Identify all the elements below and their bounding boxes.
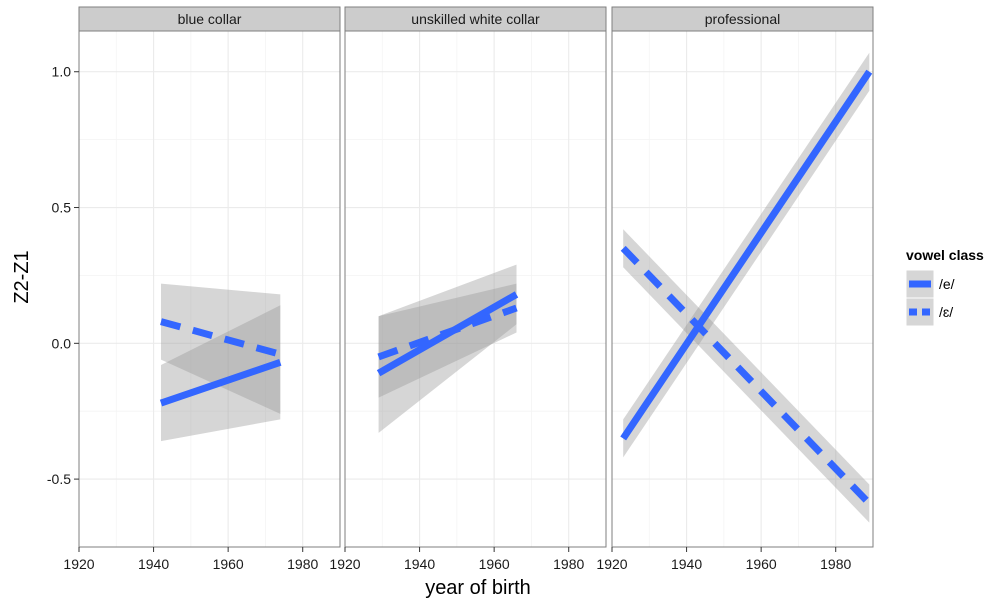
facet-strip-label: unskilled white collar: [411, 11, 540, 27]
y-axis-title: Z2-Z1: [11, 250, 33, 303]
x-tick-label: 1920: [63, 556, 94, 572]
panel-content: [79, 31, 340, 547]
fit-line-epsilon: [620, 245, 872, 506]
legend-label: /ɛ/: [939, 304, 953, 320]
facet-panel-1: blue collar: [78, 6, 341, 548]
x-tick-label: 1940: [138, 556, 169, 572]
x-tick-label: 1940: [404, 556, 435, 572]
fit-line-e: [620, 69, 873, 441]
legend-label: /e/: [939, 276, 955, 292]
x-tick-label: 1920: [329, 556, 360, 572]
panel-border: [611, 30, 874, 548]
facet-panel-3: professional: [611, 6, 874, 548]
x-tick-label: 1980: [553, 556, 584, 572]
legend: vowel class /e/ /ɛ/: [905, 247, 984, 327]
facet-strip-label: blue collar: [178, 11, 242, 27]
y-tick-label: 0.0: [52, 335, 72, 351]
legend-title: vowel class: [906, 247, 984, 263]
legend-entries: /e/ /ɛ/: [905, 269, 955, 327]
x-tick-label: 1980: [287, 556, 318, 572]
fit-line-epsilon: [160, 318, 282, 358]
x-tick-label: 1960: [746, 556, 777, 572]
facet-strip: [344, 6, 607, 32]
x-tick-label: 1920: [596, 556, 627, 572]
facet-strip: [78, 6, 341, 32]
x-tick-label: 1980: [820, 556, 851, 572]
panel-background: [612, 31, 873, 547]
panel-border: [78, 30, 341, 548]
facet-strip: [611, 6, 874, 32]
x-tick-label: 1960: [479, 556, 510, 572]
x-tick-label: 1940: [671, 556, 702, 572]
confidence-band-e: [378, 264, 517, 433]
legend-entry: /e/: [905, 269, 955, 299]
confidence-band-e: [161, 305, 281, 442]
panel-background: [345, 31, 606, 547]
fit-line-epsilon: [377, 304, 518, 361]
y-tick-label: 1.0: [52, 64, 72, 80]
x-axis-title: year of birth: [425, 577, 531, 599]
panel-content: [345, 31, 606, 547]
panels-layer: blue collar unskilled white collar profess…: [78, 6, 874, 548]
y-tick-label: -0.5: [47, 471, 71, 487]
y-tick-label: 0.5: [52, 200, 72, 216]
x-tick-label: 1960: [213, 556, 244, 572]
fit-line-e: [159, 358, 282, 407]
confidence-band-epsilon: [161, 283, 281, 414]
facet-panel-2: unskilled white collar: [344, 6, 607, 548]
legend-entry: /ɛ/: [905, 297, 953, 327]
axes-layer: 1920 1940 1960 1980 1920 1940 1960 1980 1920 1940…: [47, 64, 852, 572]
panel-border: [344, 30, 607, 548]
panel-background: [79, 31, 340, 547]
panel-content: [612, 31, 873, 547]
facet-strip-label: professional: [705, 11, 781, 27]
